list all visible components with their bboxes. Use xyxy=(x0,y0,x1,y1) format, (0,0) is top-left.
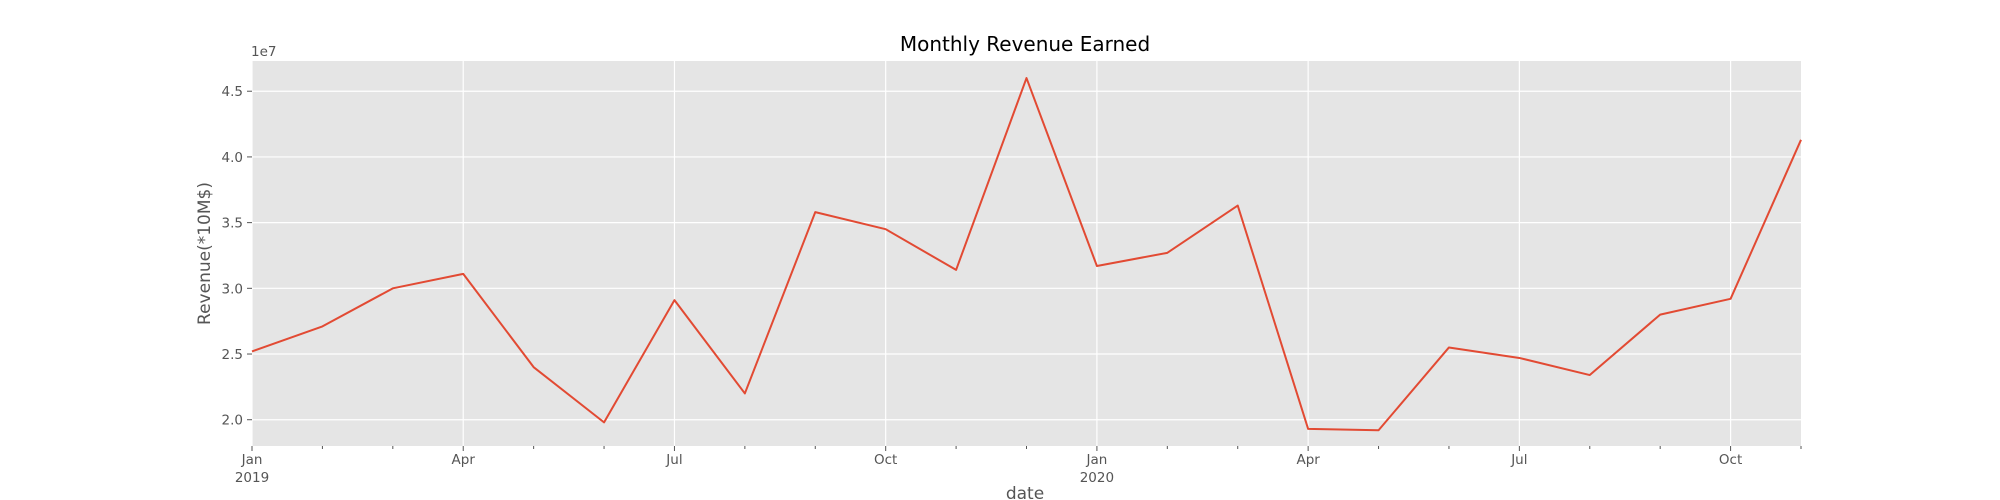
y-tick-label: 4.5 xyxy=(222,84,243,100)
y-tick-label: 4.0 xyxy=(222,150,243,166)
plot-background xyxy=(252,61,1801,446)
y-tick-label: 3.0 xyxy=(222,281,243,297)
y-tick-label: 2.0 xyxy=(222,413,243,429)
grid-lines xyxy=(251,61,1801,446)
y-axis-label: Revenue(*10M$) xyxy=(195,182,215,325)
x-tick-year-label: 2020 xyxy=(1080,470,1114,486)
x-tick-label: Apr xyxy=(452,452,476,468)
y-tick-label: 3.5 xyxy=(222,216,243,232)
x-axis-label: date xyxy=(1006,484,1044,500)
x-tick-label: Jan xyxy=(1086,452,1108,468)
x-tick-label: Jul xyxy=(1510,452,1527,468)
x-tick-label: Oct xyxy=(1719,452,1742,468)
chart-title: Monthly Revenue Earned xyxy=(900,32,1150,56)
series-group xyxy=(251,77,1802,432)
x-tick-label: Jan xyxy=(241,452,263,468)
axis-ticks: 2.0 2.5 3.0 3.5 4.0 4.5 Jan 2019 Apr Jul Oct Jan 202… xyxy=(222,84,1802,486)
x-tick-label: Jul xyxy=(665,452,682,468)
x-tick-label: Oct xyxy=(874,452,897,468)
x-tick-year-label: 2019 xyxy=(235,470,269,486)
y-tick-label: 2.5 xyxy=(222,347,243,363)
y-offset-label: 1e7 xyxy=(251,44,276,60)
x-tick-label: Apr xyxy=(1296,452,1320,468)
